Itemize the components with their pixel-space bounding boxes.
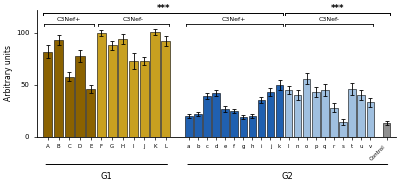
Y-axis label: Arbitrary units: Arbitrary units — [4, 45, 13, 101]
Bar — [194, 114, 202, 137]
Bar — [294, 95, 302, 137]
Bar — [366, 102, 374, 137]
Bar — [97, 33, 106, 137]
Text: C3Nef-: C3Nef- — [123, 17, 144, 22]
Bar — [76, 56, 84, 137]
Bar — [276, 85, 283, 137]
Bar — [118, 39, 127, 137]
Bar — [222, 109, 229, 137]
Bar — [240, 117, 247, 137]
Bar — [185, 116, 192, 137]
Bar — [358, 95, 365, 137]
Bar — [65, 77, 74, 137]
Text: ***: *** — [156, 4, 170, 13]
Bar — [140, 61, 149, 137]
Text: C3Nef+: C3Nef+ — [222, 17, 246, 22]
Text: C3Nef-: C3Nef- — [319, 17, 340, 22]
Bar — [129, 61, 138, 137]
Bar — [285, 90, 292, 137]
Text: C3Nef+: C3Nef+ — [57, 17, 82, 22]
Bar — [303, 79, 310, 137]
Bar — [339, 122, 347, 137]
Text: G1: G1 — [101, 172, 113, 181]
Bar — [212, 93, 220, 137]
Bar — [230, 111, 238, 137]
Text: G2: G2 — [282, 172, 294, 181]
Bar — [203, 96, 211, 137]
Bar — [161, 41, 170, 137]
Bar — [150, 32, 160, 137]
Bar — [54, 40, 63, 137]
Bar — [348, 89, 356, 137]
Bar — [321, 90, 329, 137]
Bar — [312, 92, 320, 137]
Bar — [249, 116, 256, 137]
Bar — [108, 45, 117, 137]
Bar — [267, 92, 274, 137]
Bar — [383, 123, 390, 137]
Text: ***: *** — [331, 4, 344, 13]
Bar — [43, 52, 52, 137]
Bar — [86, 89, 95, 137]
Bar — [330, 108, 338, 137]
Bar — [258, 100, 265, 137]
